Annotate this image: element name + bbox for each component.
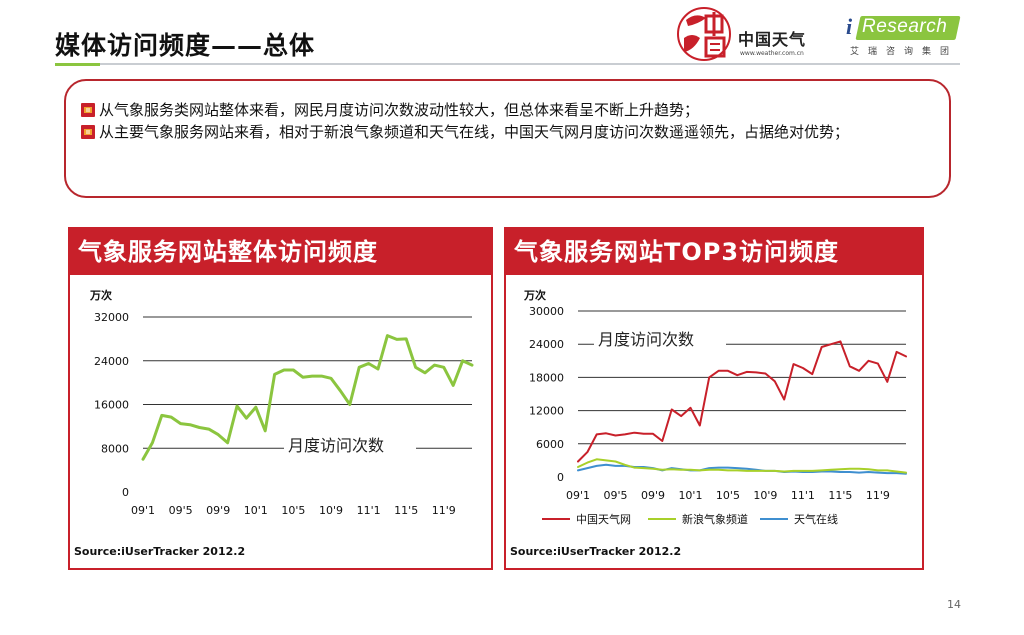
y-tick-label: 24000 xyxy=(94,355,129,368)
x-tick-label: 09'9 xyxy=(206,504,230,517)
bullet-icon xyxy=(81,125,95,139)
source-note: Source:iUserTracker 2012.2 xyxy=(74,545,245,558)
series-line xyxy=(141,334,474,461)
y-tick-label: 0 xyxy=(557,471,564,484)
chart-panel-overall: 气象服务网站整体访问频度 万次 0 8000 16000 24000 32000 09'1 0… xyxy=(68,227,493,570)
series-label: 月度访问次数 xyxy=(288,436,384,455)
iresearch-word: Research xyxy=(862,16,948,37)
x-tick-label: 10'9 xyxy=(753,489,777,502)
y-tick-label: 16000 xyxy=(94,399,129,412)
x-tick-label: 09'1 xyxy=(131,504,155,517)
iresearch-i: i xyxy=(846,14,853,39)
series-label-bg xyxy=(594,329,726,351)
chart-title: 气象服务网站整体访问频度 xyxy=(70,229,491,275)
x-tick-label: 11'1 xyxy=(791,489,815,502)
x-tick-label: 10'9 xyxy=(319,504,343,517)
x-tick-label: 11'9 xyxy=(432,504,456,517)
unit-label: 万次 xyxy=(523,288,546,302)
legend-label: 新浪气象频道 xyxy=(682,512,748,526)
x-tick-label: 10'1 xyxy=(244,504,268,517)
top3-chart: 万次 0 6000 12000 18000 24000 30000 09'1 09'5 09'9 1… xyxy=(510,288,907,558)
series-line xyxy=(577,340,907,463)
bullet-text: 从气象服务类网站整体来看，网民月度访问次数波动性较大，但总体来看呈不断上升趋势； xyxy=(99,101,700,119)
page-title: 媒体访问频度——总体 xyxy=(55,31,316,60)
x-tick-label: 10'5 xyxy=(716,489,740,502)
title-divider xyxy=(55,63,960,65)
y-tick-label: 6000 xyxy=(536,438,564,451)
series-line xyxy=(577,458,907,474)
series-label-bg xyxy=(284,435,416,457)
x-tick-label: 09'9 xyxy=(641,489,665,502)
y-tick-label: 8000 xyxy=(101,442,129,455)
title-accent-bar xyxy=(55,63,100,66)
bullet-icon xyxy=(81,103,95,117)
overall-chart: 万次 0 8000 16000 24000 32000 09'1 09'5 09'9 10'1 10… xyxy=(74,288,474,558)
china-weather-name: 中国天气 xyxy=(738,30,807,49)
y-tick-label: 12000 xyxy=(529,405,564,418)
x-tick-label: 09'1 xyxy=(566,489,590,502)
unit-label: 万次 xyxy=(89,288,112,302)
china-weather-seal-icon xyxy=(677,7,731,61)
legend-label: 中国天气网 xyxy=(576,512,631,526)
y-tick-label: 0 xyxy=(122,486,129,499)
series-label: 月度访问次数 xyxy=(598,330,694,349)
chart-title: 气象服务网站TOP3访问频度 xyxy=(506,229,922,275)
china-weather-url: www.weather.com.cn xyxy=(740,50,804,57)
y-tick-label: 32000 xyxy=(94,311,129,324)
x-tick-label: 10'5 xyxy=(281,504,305,517)
china-weather-logo: 中国天气 www.weather.com.cn xyxy=(676,6,834,62)
chart-panel-top3: 气象服务网站TOP3访问频度 万次 0 6000 12000 18000 24000 300… xyxy=(504,227,924,570)
x-tick-label: 09'5 xyxy=(169,504,193,517)
y-tick-label: 24000 xyxy=(529,338,564,351)
y-tick-label: 18000 xyxy=(529,371,564,384)
x-tick-label: 11'5 xyxy=(828,489,852,502)
x-tick-label: 09'5 xyxy=(603,489,627,502)
bullet-text: 从主要气象服务网站来看，相对于新浪气象频道和天气在线，中国天气网月度访问次数遥遥… xyxy=(99,123,850,141)
bullet-item: 从主要气象服务网站来看，相对于新浪气象频道和天气在线，中国天气网月度访问次数遥遥… xyxy=(80,121,937,143)
x-tick-label: 11'9 xyxy=(866,489,890,502)
iresearch-logo: i Research 艾瑞咨询集团 xyxy=(846,10,961,60)
x-tick-label: 11'1 xyxy=(357,504,381,517)
summary-box: 从气象服务类网站整体来看，网民月度访问次数波动性较大，但总体来看呈不断上升趋势；… xyxy=(64,79,951,198)
source-note: Source:iUserTracker 2012.2 xyxy=(510,545,681,558)
legend-label: 天气在线 xyxy=(794,512,838,526)
x-tick-label: 10'1 xyxy=(678,489,702,502)
page-number: 14 xyxy=(947,598,961,611)
y-tick-label: 30000 xyxy=(529,305,564,318)
bullet-item: 从气象服务类网站整体来看，网民月度访问次数波动性较大，但总体来看呈不断上升趋势； xyxy=(80,99,937,121)
x-tick-label: 11'5 xyxy=(394,504,418,517)
iresearch-chinese-name: 艾瑞咨询集团 xyxy=(850,47,959,57)
